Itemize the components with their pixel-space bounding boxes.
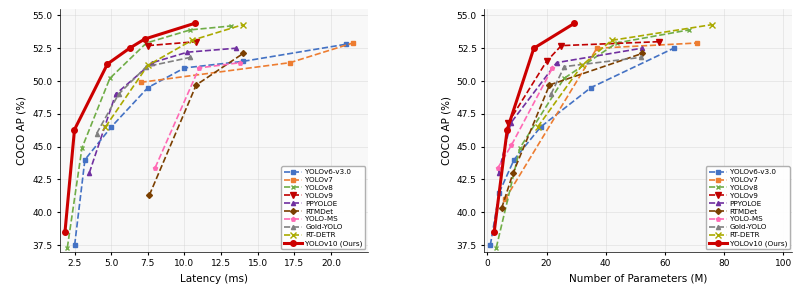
Y-axis label: COCO AP (%): COCO AP (%): [17, 96, 26, 165]
Legend: YOLOv6-v3.0, YOLOv7, YOLOv8, YOLOv9, PPYOLOE, RTMDet, YOLO-MS, Gold-YOLO, RT-DET: YOLOv6-v3.0, YOLOv7, YOLOv8, YOLOv9, PPY…: [282, 166, 366, 250]
X-axis label: Latency (ms): Latency (ms): [180, 274, 248, 284]
X-axis label: Number of Parameters (M): Number of Parameters (M): [569, 274, 707, 284]
Legend: YOLOv6-v3.0, YOLOv7, YOLOv8, YOLOv9, PPYOLOE, RTMDet, YOLO-MS, Gold-YOLO, RT-DET: YOLOv6-v3.0, YOLOv7, YOLOv8, YOLOv9, PPY…: [706, 166, 790, 250]
Y-axis label: COCO AP (%): COCO AP (%): [441, 96, 451, 165]
